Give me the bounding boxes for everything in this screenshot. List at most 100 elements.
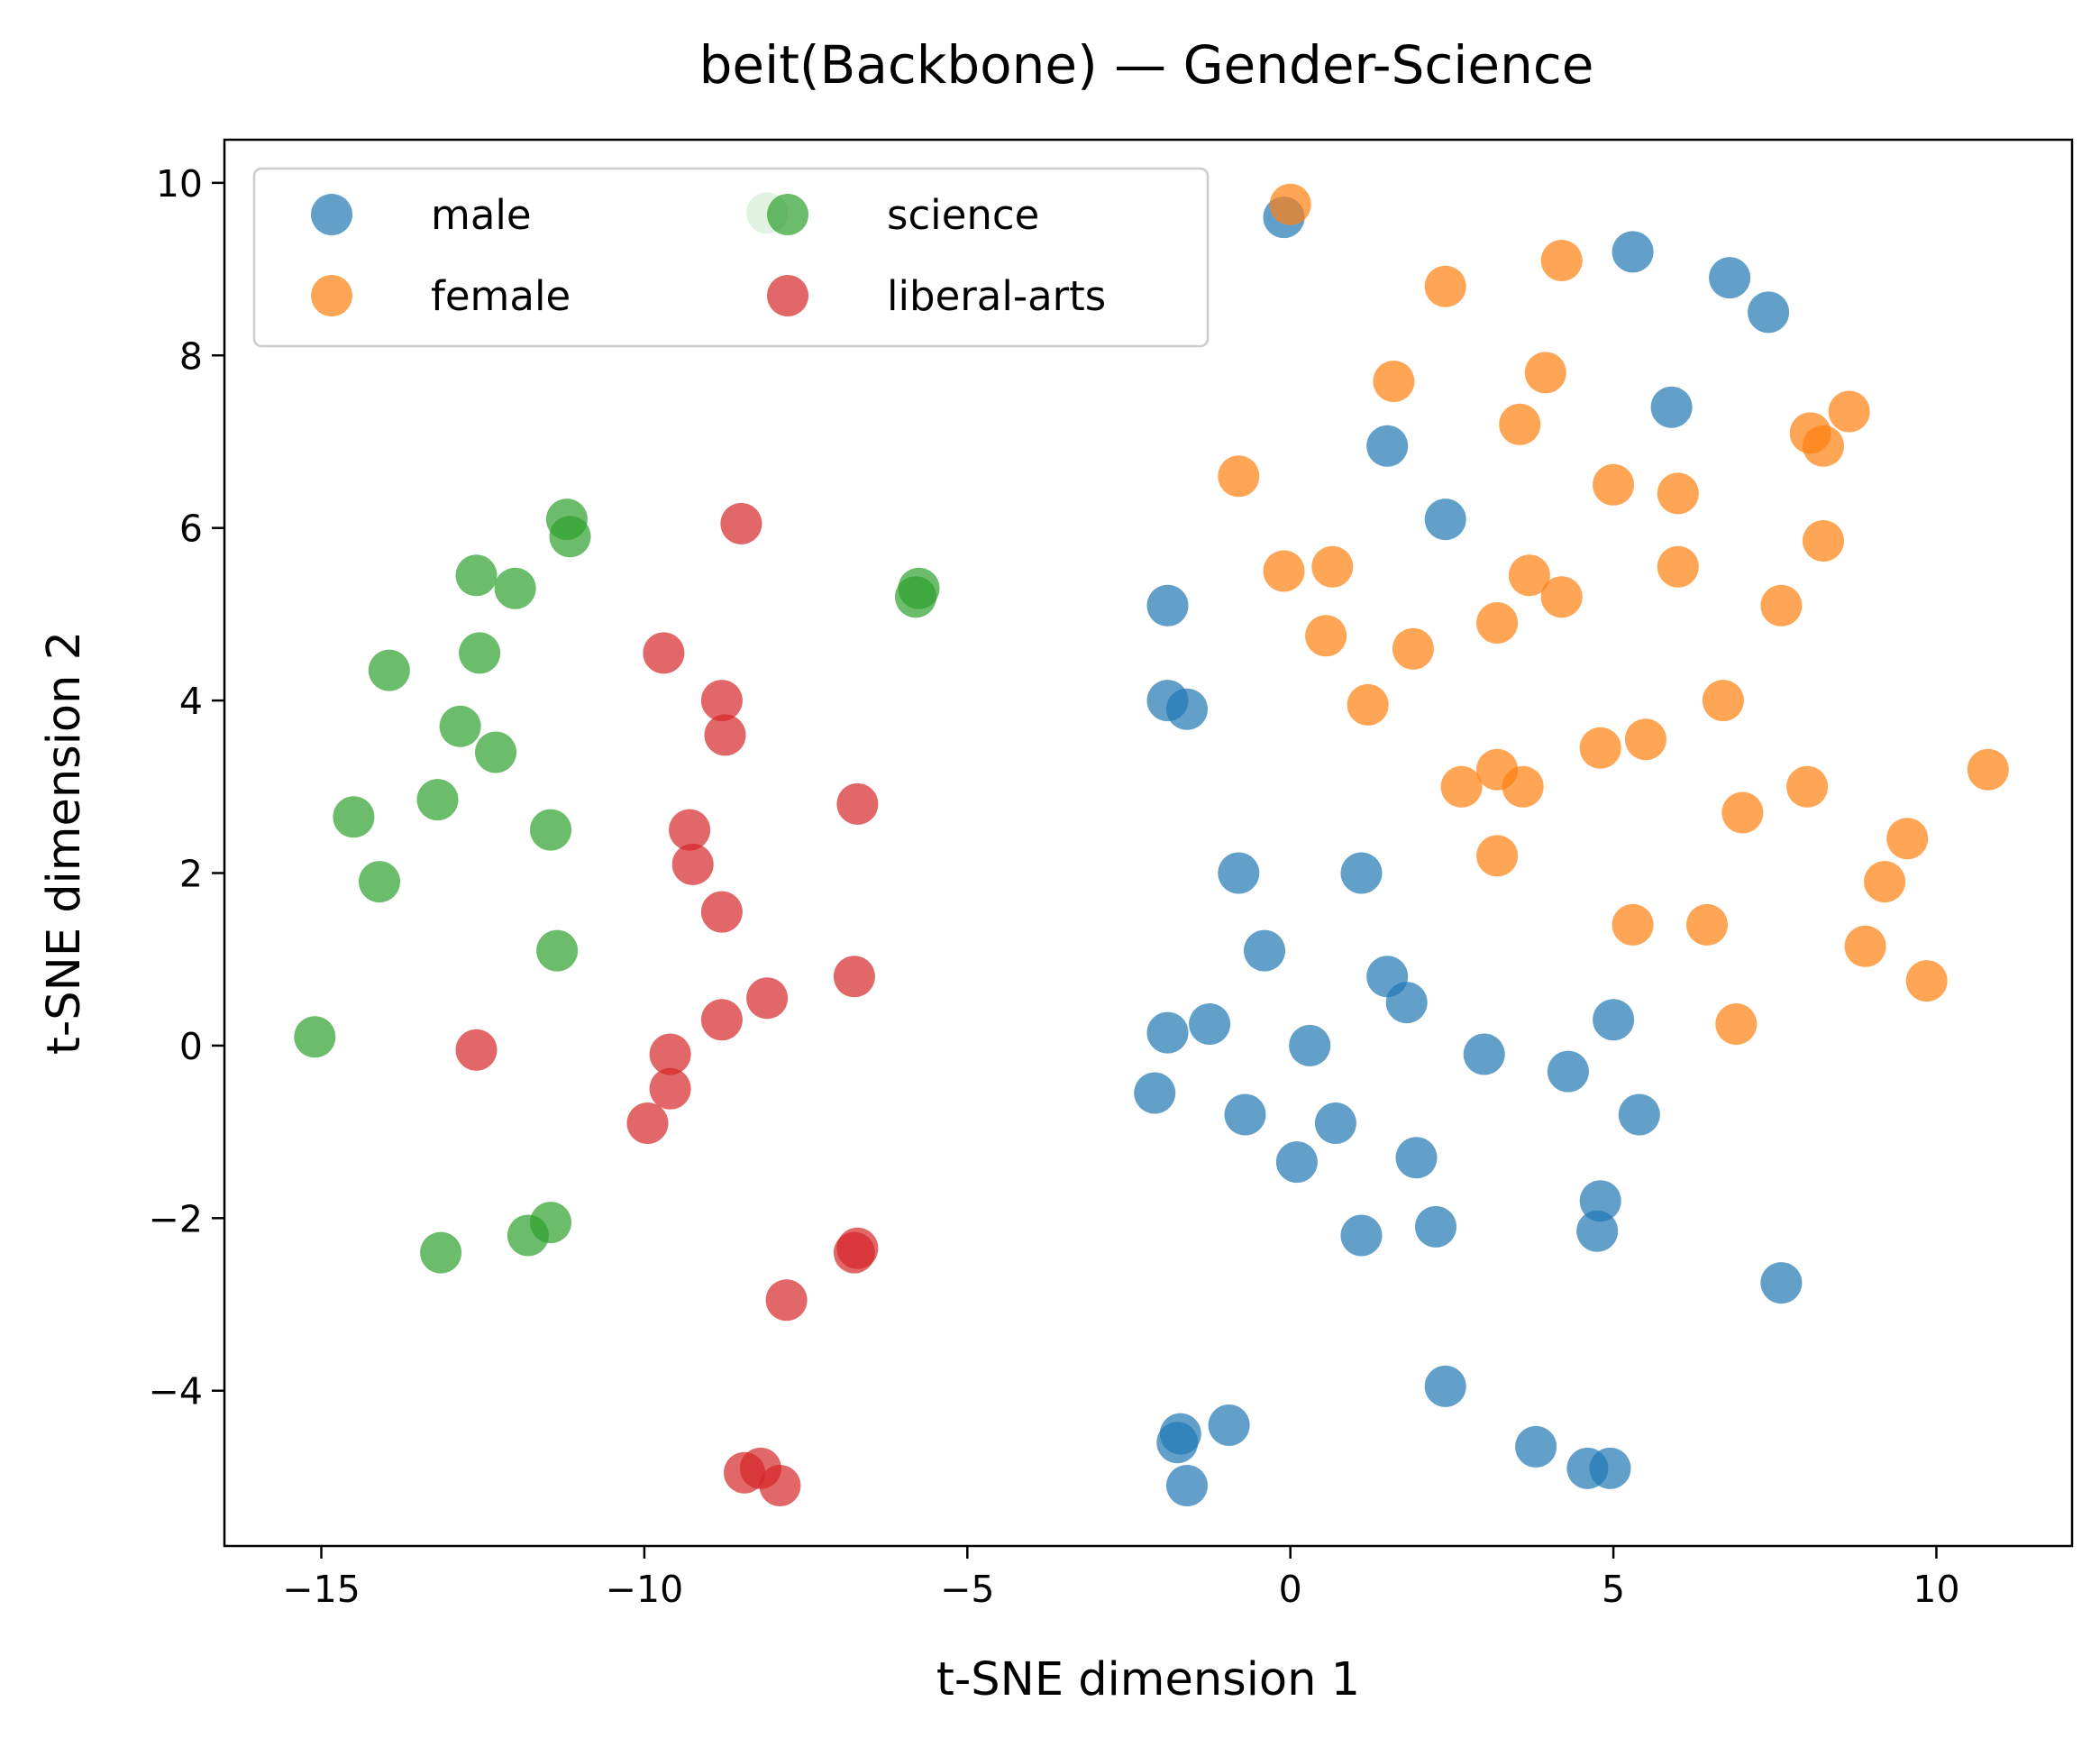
point-female xyxy=(1715,1003,1758,1045)
point-liberal-arts xyxy=(669,809,711,851)
point-male xyxy=(1612,231,1654,273)
point-female xyxy=(1524,352,1566,394)
point-liberal-arts xyxy=(765,1279,808,1322)
x-tick-label: 5 xyxy=(1602,1568,1625,1611)
legend-marker-female xyxy=(311,275,352,316)
point-female xyxy=(1540,576,1583,618)
point-science xyxy=(536,929,579,972)
point-female xyxy=(1886,818,1929,860)
point-male xyxy=(1415,1205,1456,1248)
point-liberal-arts xyxy=(700,999,743,1041)
point-science xyxy=(475,731,516,773)
point-female xyxy=(1657,545,1699,588)
x-tick-label: −5 xyxy=(940,1568,994,1611)
point-science xyxy=(359,861,400,903)
point-female xyxy=(1624,718,1666,761)
legend-box xyxy=(252,167,1210,348)
point-male xyxy=(1146,584,1189,627)
y-tick-label: 8 xyxy=(179,334,203,378)
point-female xyxy=(1311,545,1354,588)
legend-marker-liberal-arts xyxy=(767,275,808,316)
point-male xyxy=(1166,688,1208,730)
point-science xyxy=(530,809,571,851)
point-female xyxy=(1967,748,2009,791)
point-female xyxy=(1392,627,1434,670)
point-liberal-arts xyxy=(671,843,714,885)
point-male xyxy=(1218,852,1260,894)
point-female xyxy=(1218,455,1260,498)
point-liberal-arts xyxy=(746,977,789,1020)
legend-label-science: science xyxy=(887,191,1039,239)
y-tick-label: 4 xyxy=(179,680,203,723)
point-male xyxy=(1340,1214,1383,1257)
point-female xyxy=(1440,765,1483,808)
point-male xyxy=(1340,852,1383,894)
point-female xyxy=(1373,361,1415,402)
point-female xyxy=(1760,584,1803,627)
point-liberal-arts xyxy=(720,502,762,544)
point-male xyxy=(1385,982,1428,1024)
y-tick-label: 2 xyxy=(179,852,203,895)
point-liberal-arts xyxy=(643,632,685,674)
y-tick-label: 6 xyxy=(179,508,203,551)
point-male xyxy=(1618,1093,1660,1136)
point-female xyxy=(1686,903,1728,946)
legend: male female science liberal-arts xyxy=(252,167,1210,348)
point-female xyxy=(1502,765,1544,808)
point-male xyxy=(1709,257,1751,299)
y-tick-label: 10 xyxy=(156,162,203,206)
chart-title: beit(Backbone) — Gender-Science xyxy=(699,34,1594,96)
point-male xyxy=(1650,386,1693,428)
point-liberal-arts xyxy=(833,956,875,998)
point-liberal-arts xyxy=(833,1231,875,1274)
point-male xyxy=(1366,425,1409,467)
point-male xyxy=(1208,1404,1250,1446)
legend-label-male: male xyxy=(431,191,532,239)
point-female xyxy=(1424,265,1466,307)
point-female xyxy=(1905,960,1948,1002)
point-male xyxy=(1156,1422,1199,1464)
point-female xyxy=(1721,791,1764,834)
x-tick-label: 0 xyxy=(1279,1568,1302,1611)
point-science xyxy=(459,632,501,674)
point-female xyxy=(1828,390,1870,433)
y-axis: −4 −2 0 2 4 6 8 10 xyxy=(149,162,224,1413)
x-tick-label: −10 xyxy=(606,1568,684,1611)
plot-area xyxy=(223,138,2074,1548)
point-female xyxy=(1786,765,1829,808)
point-science xyxy=(333,796,375,838)
point-male xyxy=(1314,1102,1356,1144)
point-female xyxy=(1612,903,1654,946)
point-male xyxy=(1515,1425,1557,1468)
point-male xyxy=(1275,1141,1318,1184)
legend-label-liberal-arts: liberal-arts xyxy=(887,272,1106,320)
point-liberal-arts xyxy=(704,714,746,756)
point-liberal-arts xyxy=(649,1033,691,1075)
point-female xyxy=(1476,835,1519,877)
point-male xyxy=(1244,929,1285,972)
point-male xyxy=(1424,499,1466,541)
point-female xyxy=(1803,425,1844,467)
point-liberal-arts xyxy=(455,1029,498,1071)
point-science xyxy=(530,1202,571,1244)
x-axis-label: t-SNE dimension 1 xyxy=(936,1653,1360,1706)
legend-marker-science xyxy=(767,194,808,235)
point-male xyxy=(1579,1180,1621,1222)
x-tick-label: 10 xyxy=(1913,1568,1959,1611)
point-science xyxy=(368,649,410,691)
point-liberal-arts xyxy=(700,680,743,722)
point-female xyxy=(1269,183,1311,225)
point-female xyxy=(1263,550,1305,592)
point-liberal-arts xyxy=(649,1067,691,1110)
point-female xyxy=(1508,554,1550,597)
x-tick-label: −15 xyxy=(282,1568,361,1611)
point-female xyxy=(1540,240,1583,281)
point-science xyxy=(455,554,498,597)
point-male xyxy=(1134,1072,1176,1114)
point-male xyxy=(1224,1093,1266,1136)
point-male xyxy=(1593,999,1635,1041)
point-science xyxy=(895,576,936,618)
point-female xyxy=(1499,403,1541,445)
point-male xyxy=(1395,1137,1438,1179)
point-female xyxy=(1579,727,1621,769)
